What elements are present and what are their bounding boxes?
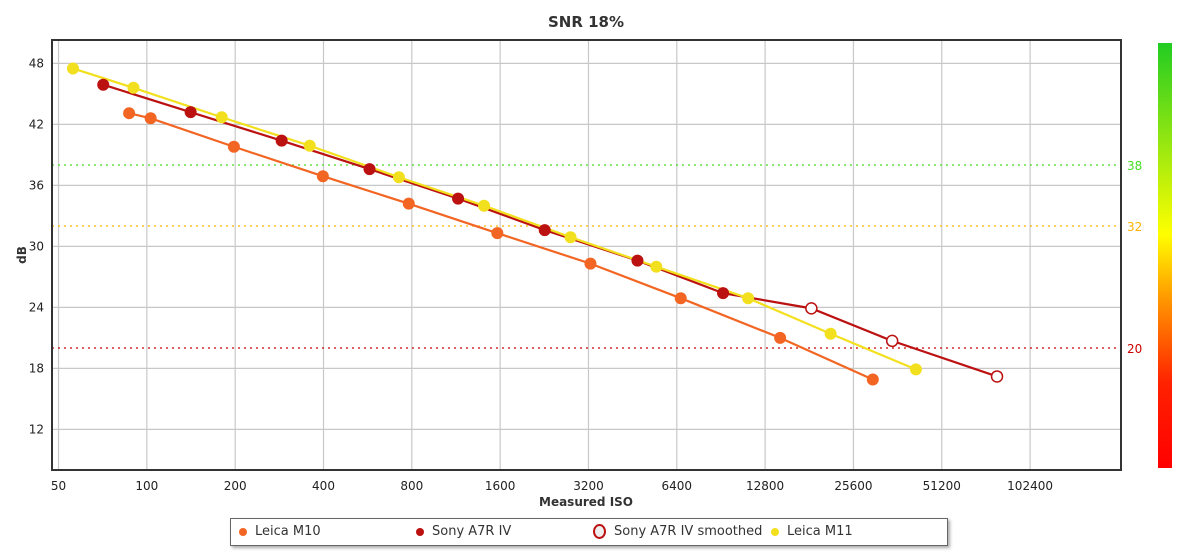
chart-title: SNR 18%	[548, 13, 624, 31]
series-line	[128, 112, 874, 381]
legend-marker-icon	[771, 527, 779, 536]
data-point	[824, 327, 837, 340]
x-tick-label: 50	[51, 479, 66, 493]
series-line	[722, 292, 998, 378]
reference-line-label: 20	[1127, 342, 1142, 356]
y-axis-label: dB	[15, 246, 29, 264]
x-tick-label: 800	[400, 479, 423, 493]
series-line	[102, 83, 724, 295]
data-point	[650, 260, 663, 273]
x-tick-label: 6400	[662, 479, 693, 493]
legend-item-leica-m11[interactable]: Leica M11	[771, 524, 853, 539]
y-tick-label: 36	[29, 178, 44, 192]
x-axis-label: Measured ISO	[539, 495, 633, 509]
series-line	[72, 67, 917, 371]
legend-marker-icon	[239, 527, 247, 536]
data-point	[227, 140, 240, 153]
data-point	[363, 163, 376, 176]
legend-item-sony-a7r-iv[interactable]: Sony A7R IV	[416, 524, 511, 539]
y-tick-label: 30	[29, 239, 44, 253]
data-point	[127, 81, 140, 94]
data-point	[97, 78, 110, 91]
data-point	[805, 302, 818, 315]
y-tick-label: 42	[29, 117, 44, 131]
x-tick-label: 400	[312, 479, 335, 493]
x-tick-label: 100	[135, 479, 158, 493]
data-point	[564, 231, 577, 244]
data-point	[909, 363, 922, 376]
x-tick-label: 102400	[1007, 479, 1053, 493]
plot-frame	[51, 39, 1122, 471]
legend: Leica M10 Sony A7R IV Sony A7R IV smooth…	[230, 518, 948, 546]
data-point	[144, 112, 157, 125]
tick-labels: 50 100 200 400 800 1600 3200 6400 12800 25600 5120…	[29, 56, 1053, 493]
data-point	[491, 227, 504, 240]
data-point	[990, 370, 1004, 383]
legend-label: Leica M10	[255, 524, 321, 539]
x-tick-label: 12800	[746, 479, 784, 493]
data-point	[538, 224, 551, 237]
legend-label: Sony A7R IV smoothed	[614, 524, 763, 539]
data-point	[717, 287, 730, 300]
data-point	[866, 373, 879, 386]
data-point	[275, 134, 288, 147]
data-point	[184, 106, 197, 119]
data-point	[303, 139, 316, 152]
data-point	[66, 62, 79, 75]
reference-line-label: 32	[1127, 220, 1142, 234]
data-point	[885, 334, 899, 348]
data-point	[402, 197, 415, 210]
x-tick-label: 200	[224, 479, 247, 493]
legend-marker-icon	[416, 527, 424, 536]
x-tick-label: 51200	[923, 479, 961, 493]
y-tick-label: 18	[29, 361, 44, 375]
x-tick-label: 3200	[573, 479, 604, 493]
data-point	[631, 254, 644, 267]
x-tick-label: 1600	[485, 479, 516, 493]
reference-line-label: 38	[1127, 159, 1142, 173]
legend-label: Sony A7R IV	[432, 524, 512, 539]
data-point	[316, 170, 329, 183]
grid	[52, 40, 1121, 470]
series-layer	[66, 62, 1004, 386]
x-tick-label: 25600	[834, 479, 872, 493]
y-tick-label: 12	[29, 422, 44, 436]
data-point	[742, 292, 755, 305]
legend-label: Leica M11	[787, 524, 853, 539]
data-point	[478, 199, 491, 212]
colorbar	[1158, 43, 1172, 468]
data-point	[584, 257, 597, 270]
data-point	[774, 331, 787, 344]
y-tick-label: 48	[29, 56, 44, 70]
data-point	[452, 192, 465, 205]
reference-lines: 38 32 20	[52, 159, 1142, 356]
legend-item-sony-a7r-iv-smoothed[interactable]: Sony A7R IV smoothed	[593, 524, 762, 539]
legend-item-leica-m10[interactable]: Leica M10	[239, 524, 321, 539]
y-tick-label: 24	[29, 300, 44, 314]
data-point	[674, 292, 687, 305]
legend-marker-icon	[593, 524, 606, 539]
data-point	[392, 171, 405, 184]
data-point	[123, 107, 136, 120]
data-point	[215, 111, 228, 124]
